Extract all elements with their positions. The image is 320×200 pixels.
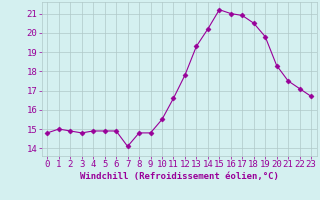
X-axis label: Windchill (Refroidissement éolien,°C): Windchill (Refroidissement éolien,°C): [80, 172, 279, 181]
